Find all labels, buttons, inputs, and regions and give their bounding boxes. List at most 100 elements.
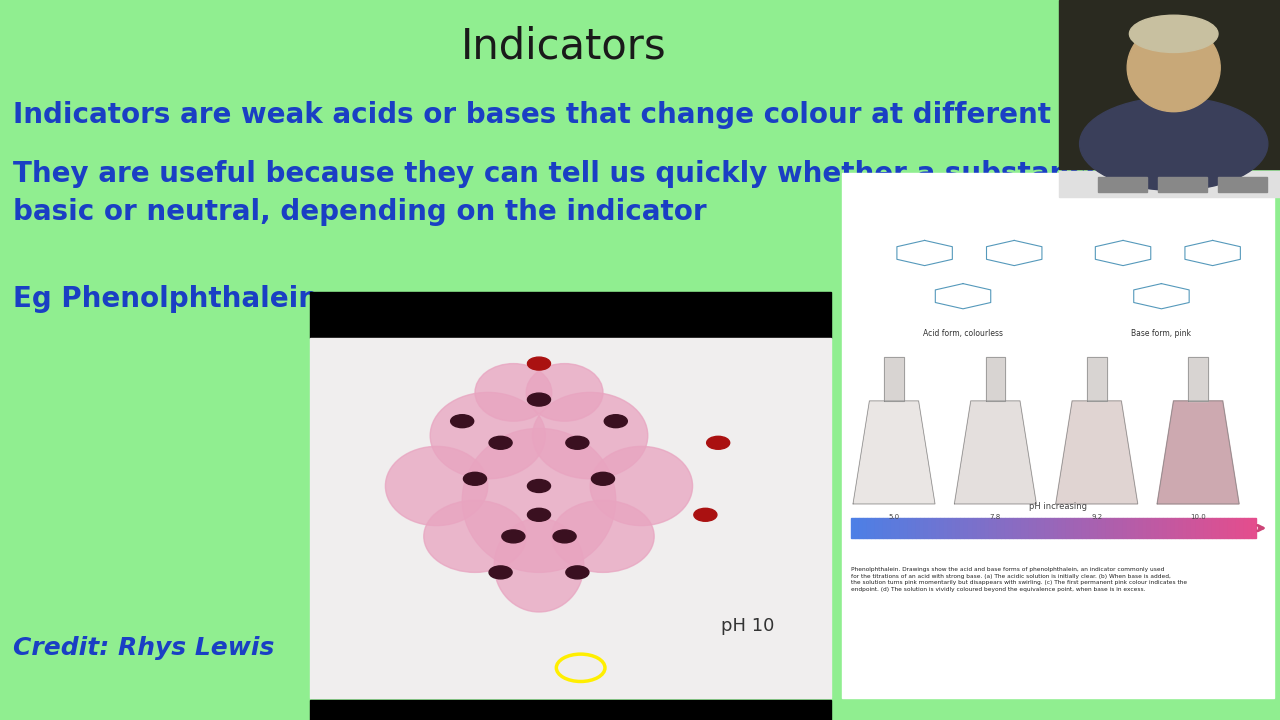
Bar bbox=[1061, 518, 1066, 538]
Bar bbox=[1126, 518, 1130, 538]
Bar bbox=[859, 518, 863, 538]
Circle shape bbox=[527, 357, 550, 370]
Bar bbox=[1252, 518, 1257, 538]
Bar bbox=[1147, 518, 1151, 538]
Bar bbox=[1199, 518, 1203, 538]
Bar bbox=[891, 518, 896, 538]
Polygon shape bbox=[986, 357, 1005, 401]
Circle shape bbox=[553, 530, 576, 543]
Bar bbox=[1143, 518, 1147, 538]
Bar bbox=[896, 518, 900, 538]
Bar bbox=[842, 173, 1274, 698]
Bar bbox=[1167, 518, 1171, 538]
Bar bbox=[1053, 518, 1057, 538]
Bar bbox=[1192, 518, 1196, 538]
Bar bbox=[956, 518, 960, 538]
Bar bbox=[1029, 518, 1033, 538]
Polygon shape bbox=[852, 401, 934, 504]
Bar bbox=[920, 518, 924, 538]
Bar bbox=[879, 518, 883, 538]
Bar bbox=[977, 518, 980, 538]
Text: Indicators: Indicators bbox=[461, 26, 666, 68]
Bar bbox=[1224, 518, 1228, 538]
Ellipse shape bbox=[385, 446, 488, 526]
Bar bbox=[1102, 518, 1106, 538]
Bar bbox=[1244, 518, 1248, 538]
Polygon shape bbox=[884, 357, 904, 401]
Ellipse shape bbox=[1129, 15, 1219, 53]
Bar bbox=[1179, 518, 1183, 538]
Polygon shape bbox=[1056, 401, 1138, 504]
Text: Phenolphthalein. Drawings show the acid and base forms of phenolphthalein, an in: Phenolphthalein. Drawings show the acid … bbox=[851, 567, 1187, 592]
Circle shape bbox=[604, 415, 627, 428]
Text: Eg Phenolphthalein: Eg Phenolphthalein bbox=[13, 285, 317, 312]
Bar bbox=[1220, 518, 1224, 538]
Bar bbox=[1158, 518, 1164, 538]
Bar bbox=[904, 518, 908, 538]
Bar bbox=[1175, 518, 1179, 538]
Bar bbox=[1078, 518, 1082, 538]
Circle shape bbox=[707, 436, 730, 449]
Ellipse shape bbox=[532, 392, 648, 479]
Bar bbox=[911, 518, 915, 538]
Bar bbox=[952, 518, 956, 538]
Bar bbox=[924, 518, 928, 538]
Bar bbox=[1085, 518, 1091, 538]
Bar bbox=[1119, 518, 1123, 538]
Bar bbox=[1139, 518, 1143, 538]
Bar bbox=[940, 518, 945, 538]
Bar bbox=[1098, 177, 1147, 192]
Text: 10.0: 10.0 bbox=[1190, 514, 1206, 520]
Bar bbox=[310, 700, 831, 720]
Circle shape bbox=[527, 393, 550, 406]
Bar bbox=[980, 518, 984, 538]
Polygon shape bbox=[1087, 357, 1107, 401]
Bar bbox=[1050, 518, 1053, 538]
Bar bbox=[928, 518, 932, 538]
Bar bbox=[863, 518, 867, 538]
Bar bbox=[1074, 518, 1078, 538]
Bar bbox=[1059, 171, 1280, 197]
Bar bbox=[1066, 518, 1070, 538]
Bar bbox=[1037, 518, 1042, 538]
Bar bbox=[1151, 518, 1155, 538]
Bar bbox=[1219, 177, 1267, 192]
Bar bbox=[915, 518, 920, 538]
Bar bbox=[1240, 518, 1244, 538]
Bar bbox=[908, 518, 911, 538]
Bar bbox=[1155, 518, 1158, 538]
Bar bbox=[1018, 518, 1021, 538]
Text: 7.8: 7.8 bbox=[989, 514, 1001, 520]
Circle shape bbox=[502, 530, 525, 543]
Bar bbox=[855, 518, 859, 538]
Bar bbox=[1021, 518, 1025, 538]
Bar bbox=[1033, 518, 1037, 538]
Bar bbox=[1171, 518, 1175, 538]
Ellipse shape bbox=[475, 364, 552, 421]
Bar bbox=[1059, 0, 1280, 169]
Bar bbox=[1025, 518, 1029, 538]
Bar bbox=[1233, 518, 1236, 538]
Bar bbox=[988, 518, 993, 538]
Text: Indicators are weak acids or bases that change colour at different pHs: Indicators are weak acids or bases that … bbox=[13, 102, 1120, 129]
Bar bbox=[1158, 177, 1207, 192]
Circle shape bbox=[566, 566, 589, 579]
Circle shape bbox=[463, 472, 486, 485]
Circle shape bbox=[694, 508, 717, 521]
Bar bbox=[969, 518, 973, 538]
Ellipse shape bbox=[1079, 97, 1267, 190]
Text: pH 10: pH 10 bbox=[721, 617, 774, 635]
Text: pH increasing: pH increasing bbox=[1029, 502, 1087, 511]
Ellipse shape bbox=[430, 392, 545, 479]
Circle shape bbox=[527, 480, 550, 492]
Bar bbox=[936, 518, 940, 538]
Bar bbox=[1094, 518, 1098, 538]
Bar bbox=[1212, 518, 1216, 538]
Bar bbox=[960, 518, 964, 538]
Bar bbox=[1115, 518, 1119, 538]
Text: They are useful because they can tell us quickly whether a substance is acidic,: They are useful because they can tell us… bbox=[13, 161, 1252, 188]
Bar bbox=[973, 518, 977, 538]
Bar bbox=[310, 292, 831, 338]
Bar bbox=[1248, 518, 1252, 538]
Circle shape bbox=[451, 415, 474, 428]
